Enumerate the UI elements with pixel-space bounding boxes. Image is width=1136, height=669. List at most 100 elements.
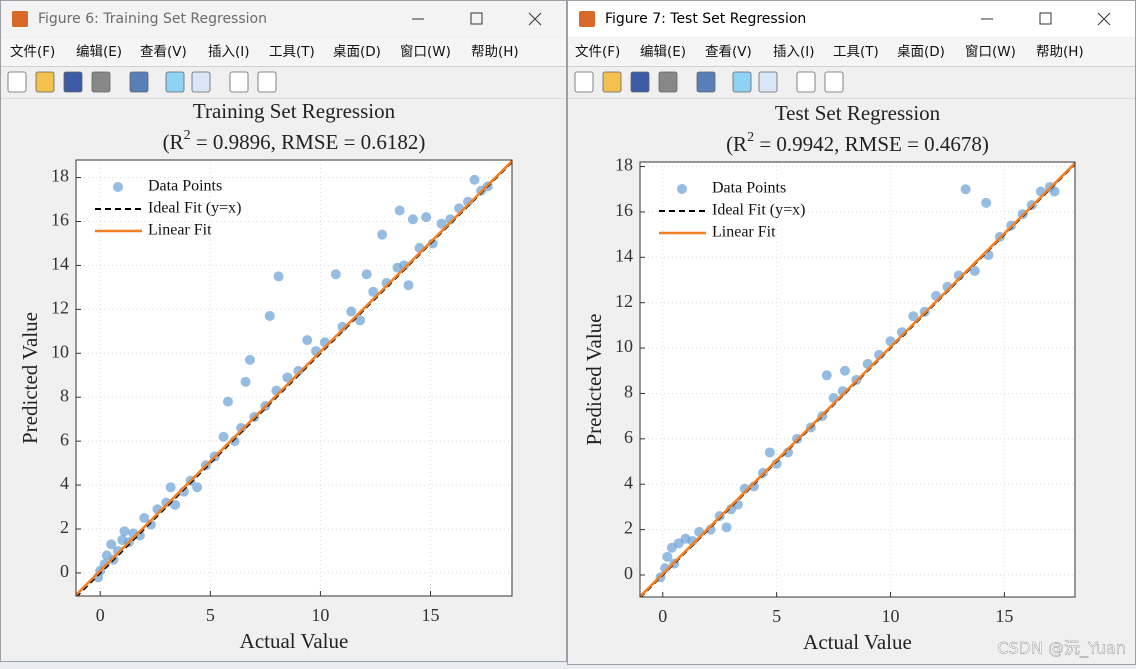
toolbar-button[interactable]: [696, 71, 716, 93]
menu-item[interactable]: 工具(T): [833, 44, 879, 60]
x-tick-label: 5: [206, 605, 215, 625]
figure-window: Figure 7: Test Set Regression 文件(F) 编辑(E) 查…: [567, 0, 1136, 665]
y-tick-label: 6: [624, 427, 633, 447]
title-bar: [1, 1, 566, 37]
data-point: [346, 306, 357, 317]
y-tick-label: 0: [60, 561, 69, 581]
toolbar-button[interactable]: [257, 71, 277, 93]
legend-label: Linear Fit: [712, 224, 776, 241]
data-point: [436, 218, 447, 229]
menu-item[interactable]: 插入(I): [208, 44, 250, 60]
legend-label: Ideal Fit (y=x): [712, 202, 805, 219]
y-tick-label: 4: [60, 473, 69, 493]
data-point: [403, 280, 414, 291]
menu-item[interactable]: 窗口(W): [400, 43, 451, 60]
menu-bar: [1, 38, 566, 66]
chart-title: Training Set Regression: [193, 99, 396, 123]
y-tick-label: 18: [615, 155, 633, 175]
subtitle-prefix: (R: [726, 132, 747, 156]
menu-item[interactable]: 工具(T): [269, 44, 315, 60]
data-point: [361, 269, 372, 280]
menu-item[interactable]: 编辑(E): [76, 44, 122, 60]
axes-box: [639, 161, 1076, 598]
toolbar-button[interactable]: [63, 71, 83, 93]
maximize-button[interactable]: [1039, 12, 1052, 25]
window-title: Figure 6: Training Set Regression: [38, 11, 267, 27]
data-point: [469, 174, 480, 185]
toolbar-button[interactable]: [165, 71, 185, 93]
toolbar-button[interactable]: [758, 71, 778, 93]
linear-fit-line: [76, 160, 512, 596]
toolbar-button[interactable]: [91, 71, 111, 93]
x-axis-label: Actual Value: [803, 630, 912, 654]
subtitle-prefix: (R: [163, 130, 184, 154]
data-point: [399, 260, 410, 271]
watermark: CSDN @沅_Yuan: [997, 639, 1126, 659]
close-button[interactable]: [528, 12, 542, 26]
menu-item[interactable]: 编辑(E): [640, 44, 686, 60]
data-point: [170, 499, 181, 510]
data-point: [192, 482, 203, 493]
legend-marker: [113, 182, 123, 192]
data-point: [355, 315, 366, 326]
x-tick-label: 10: [882, 606, 900, 626]
menu-item[interactable]: 文件(F): [10, 44, 55, 60]
menu-item[interactable]: 窗口(W): [965, 43, 1016, 60]
toolbar-button[interactable]: [7, 71, 27, 93]
data-point: [222, 396, 233, 407]
toolbar-button[interactable]: [229, 71, 249, 93]
menu-item[interactable]: 帮助(H): [471, 44, 519, 60]
y-tick-label: 10: [51, 341, 69, 361]
toolbar-button[interactable]: [732, 71, 752, 93]
menu-item[interactable]: 文件(F): [575, 44, 620, 60]
data-point: [960, 184, 971, 195]
subtitle-rest: = 0.9942, RMSE = 0.4678): [754, 132, 989, 156]
data-point: [293, 365, 304, 376]
y-tick-label: 10: [615, 336, 633, 356]
toolbar-button[interactable]: [574, 71, 594, 93]
maximize-button[interactable]: [470, 12, 483, 25]
x-tick-label: 5: [772, 606, 781, 626]
menu-item[interactable]: 查看(V): [705, 44, 752, 60]
data-point: [1049, 186, 1060, 197]
data-point: [218, 431, 229, 442]
menu-item[interactable]: 桌面(D): [897, 44, 945, 60]
toolbar-button[interactable]: [658, 71, 678, 93]
menu-item[interactable]: 查看(V): [140, 44, 187, 60]
close-button[interactable]: [1097, 12, 1111, 26]
chart-subtitle: (R2 = 0.9896, RMSE = 0.6182): [163, 128, 426, 154]
linear-fit-line: [640, 162, 1075, 597]
y-tick-label: 0: [624, 563, 633, 583]
toolbar-button[interactable]: [191, 71, 211, 93]
data-point: [264, 310, 275, 321]
menu-item[interactable]: 插入(I): [773, 44, 815, 60]
matlab-icon: [12, 11, 28, 27]
chart-title: Test Set Regression: [775, 101, 941, 125]
toolbar-button[interactable]: [796, 71, 816, 93]
y-axis-label: Predicted Value: [582, 314, 606, 446]
chart-subtitle: (R2 = 0.9942, RMSE = 0.4678): [726, 130, 989, 156]
y-tick-label: 6: [60, 429, 69, 449]
y-tick-label: 18: [51, 166, 69, 186]
y-tick-label: 14: [51, 254, 69, 274]
plot-area: [76, 160, 512, 596]
toolbar-button[interactable]: [129, 71, 149, 93]
legend-label: Data Points: [712, 180, 786, 197]
toolbar-button[interactable]: [602, 71, 622, 93]
toolbar-button[interactable]: [630, 71, 650, 93]
data-point: [330, 269, 341, 280]
data-point: [662, 551, 673, 562]
y-tick-label: 2: [624, 518, 633, 538]
menu-item[interactable]: 桌面(D): [333, 44, 381, 60]
data-point: [368, 286, 379, 297]
data-point: [119, 526, 130, 537]
data-point: [165, 482, 176, 493]
data-point: [421, 212, 432, 223]
menu-item[interactable]: 帮助(H): [1036, 44, 1084, 60]
toolbar-button[interactable]: [35, 71, 55, 93]
y-tick-label: 14: [615, 245, 633, 265]
y-axis-label: Predicted Value: [18, 312, 42, 444]
window-title: Figure 7: Test Set Regression: [605, 11, 806, 27]
toolbar-button[interactable]: [824, 71, 844, 93]
